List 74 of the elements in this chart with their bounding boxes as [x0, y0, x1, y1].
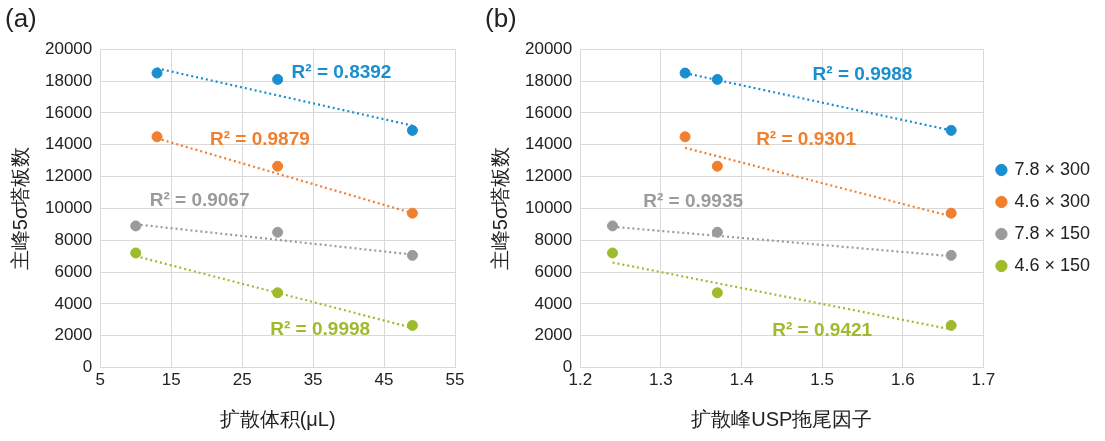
y-axis-title: 主峰5σ塔板数	[488, 146, 511, 271]
point	[406, 124, 418, 136]
y-tick-label: 12000	[524, 166, 573, 186]
chart-title: (a)	[5, 2, 37, 33]
annotation: R² = 0.9998	[270, 317, 371, 339]
x-tick-label: 1.3	[649, 370, 673, 390]
y-tick-label: 16000	[44, 102, 93, 122]
x-axis-title: 扩散体积(μL)	[219, 407, 336, 430]
y-tick-label: 4000	[54, 293, 93, 313]
legend-label: 4.6 × 150	[1014, 254, 1091, 275]
y-tick-label: 20000	[44, 38, 93, 58]
x-axis-title: 扩散峰USP拖尾因子	[691, 407, 873, 430]
x-tick-label: 25	[232, 370, 252, 390]
x-tick-label: 15	[161, 370, 181, 390]
point	[272, 287, 284, 299]
point	[711, 160, 723, 172]
y-tick-label: 10000	[524, 198, 573, 218]
legend-label: 7.8 × 300	[1014, 158, 1091, 179]
point	[711, 226, 723, 238]
point	[151, 131, 163, 143]
y-tick-label: 0	[82, 357, 93, 377]
y-tick-label: 2000	[534, 325, 573, 345]
point	[406, 319, 418, 331]
point	[945, 124, 957, 136]
y-tick-label: 14000	[524, 134, 573, 154]
annotation: R² = 0.9301	[756, 128, 857, 150]
y-tick-label: 16000	[524, 102, 573, 122]
y-tick-label: 12000	[44, 166, 93, 186]
point	[272, 73, 284, 85]
y-tick-label: 4000	[534, 293, 573, 313]
annotation: R² = 0.9988	[812, 62, 913, 84]
point	[607, 220, 619, 232]
point	[711, 287, 723, 299]
point	[406, 249, 418, 261]
x-tick-label: 1.7	[971, 370, 996, 390]
point	[130, 247, 142, 259]
x-tick-label: 45	[374, 370, 394, 390]
annotation: R² = 0.9421	[772, 319, 873, 341]
legend-label: 7.8 × 150	[1014, 222, 1091, 243]
annotation: R² = 0.8392	[291, 61, 392, 83]
x-tick-label: 1.6	[890, 370, 915, 390]
point	[151, 67, 163, 79]
y-tick-label: 20000	[524, 38, 573, 58]
x-tick-label: 1.5	[810, 370, 834, 390]
y-axis-title: 主峰5σ塔板数	[8, 146, 31, 271]
y-tick-label: 8000	[54, 229, 93, 249]
point	[945, 249, 957, 261]
annotation: R² = 0.9879	[209, 128, 310, 150]
point	[711, 73, 723, 85]
y-tick-label: 14000	[44, 134, 93, 154]
legend-label: 4.6 × 300	[1014, 190, 1091, 211]
point	[607, 247, 619, 259]
y-tick-label: 2000	[54, 325, 93, 345]
x-tick-label: 55	[445, 370, 465, 390]
point	[945, 207, 957, 219]
point	[130, 220, 142, 232]
y-tick-label: 18000	[44, 70, 93, 90]
y-tick-label: 8000	[534, 229, 573, 249]
point	[272, 160, 284, 172]
y-tick-label: 18000	[524, 70, 573, 90]
point	[679, 131, 691, 143]
annotation: R² = 0.9067	[149, 188, 250, 210]
point	[679, 67, 691, 79]
y-tick-label: 6000	[534, 261, 573, 281]
y-tick-label: 6000	[54, 261, 93, 281]
chart-title: (b)	[485, 2, 517, 33]
x-tick-label: 1.4	[729, 370, 754, 390]
point	[406, 207, 418, 219]
annotation: R² = 0.9935	[643, 190, 744, 212]
y-tick-label: 10000	[44, 198, 93, 218]
point	[945, 319, 957, 331]
x-tick-label: 35	[303, 370, 323, 390]
x-tick-label: 5	[95, 370, 106, 390]
point	[272, 226, 284, 238]
